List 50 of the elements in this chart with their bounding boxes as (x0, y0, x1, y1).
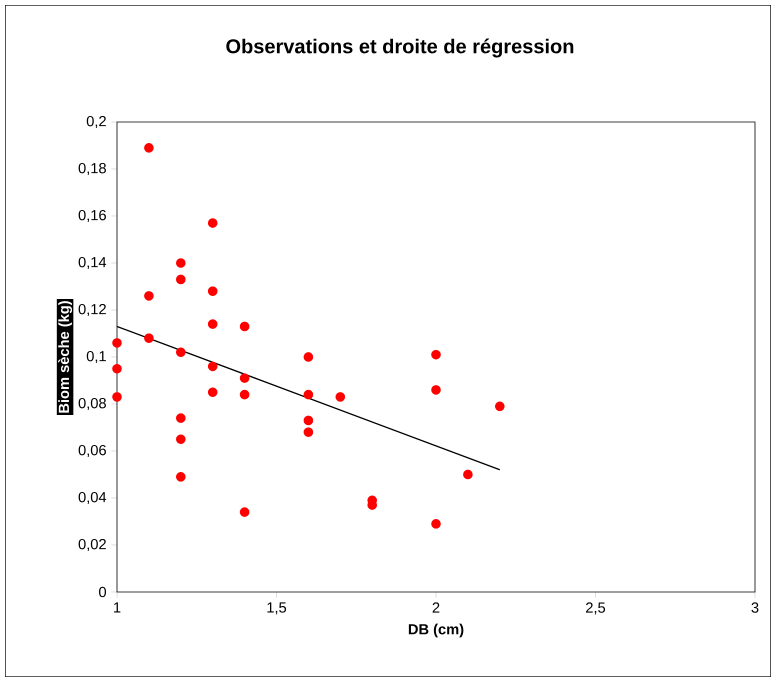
point (112, 338, 122, 348)
point (208, 362, 218, 372)
point (176, 274, 186, 284)
point (304, 427, 314, 437)
chart-title: Observations et droite de régression (226, 38, 574, 58)
point (240, 322, 250, 332)
point (208, 319, 218, 329)
point (463, 470, 473, 480)
point (240, 507, 250, 517)
y-tick-label: 0,06 (78, 444, 106, 458)
point (112, 392, 122, 402)
x-axis-title: DB (cm) (408, 624, 464, 638)
point (304, 390, 314, 400)
point (208, 387, 218, 398)
y-tick-label: 0,14 (78, 256, 106, 270)
point (240, 390, 250, 400)
point (176, 434, 186, 444)
point (112, 364, 122, 374)
point (336, 392, 346, 402)
y-tick-label: 0,12 (78, 304, 106, 316)
y-axis-title: Biom sèche (kg) (58, 301, 72, 413)
point (208, 286, 218, 296)
y-tick-label: 0,04 (78, 492, 106, 504)
point (176, 258, 186, 268)
y-tick-label: 0,02 (78, 538, 106, 552)
y-tick-label: 0,1 (86, 350, 106, 364)
point (304, 352, 314, 362)
y-tick-label: 0,16 (78, 210, 106, 222)
point (494, 402, 505, 412)
point (304, 416, 314, 426)
point (176, 413, 186, 423)
point (176, 472, 186, 482)
y-tick-label: 0,2 (86, 116, 106, 128)
y-tick-label: 0 (99, 586, 106, 598)
x-tick-label: 2,5 (586, 602, 606, 615)
point (431, 519, 441, 529)
x-tick-label: 1 (114, 602, 120, 612)
y-tick-label: 0,08 (78, 398, 106, 410)
point (144, 291, 154, 301)
point (176, 347, 186, 358)
y-tick-label: 0,18 (78, 162, 106, 176)
point (144, 143, 154, 153)
x-tick-label: 1,5 (267, 602, 286, 614)
point (431, 385, 441, 395)
point (144, 333, 154, 343)
x-tick-label: 3 (751, 602, 758, 613)
point (240, 373, 250, 383)
point (431, 350, 441, 360)
point (208, 218, 218, 228)
x-tick-label: 2 (432, 602, 440, 613)
